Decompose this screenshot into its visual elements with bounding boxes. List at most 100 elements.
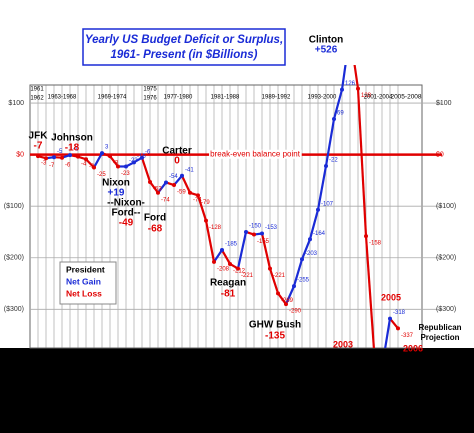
point — [332, 117, 336, 122]
line-segment — [196, 195, 208, 221]
y-tick-label: ($200) — [4, 255, 24, 262]
annotation: 2003 — [333, 339, 353, 349]
line-segment — [308, 209, 320, 240]
annotation: Nixon — [102, 178, 130, 189]
point — [292, 284, 296, 289]
value-label: -4 — [81, 161, 87, 167]
point — [300, 257, 304, 262]
annotation: Ford — [144, 213, 166, 224]
point — [204, 218, 208, 223]
annotation: 0 — [174, 156, 180, 167]
annotation: +19 — [108, 188, 125, 199]
line-segment — [364, 236, 375, 348]
point — [172, 183, 176, 188]
value-label: -212 — [233, 269, 246, 275]
value-label: -185 — [225, 242, 238, 248]
line-segment — [149, 181, 159, 194]
line-segment — [236, 231, 248, 269]
point — [116, 164, 120, 169]
point — [260, 231, 264, 236]
line-segment — [316, 165, 328, 210]
point — [36, 154, 40, 159]
line-segment — [221, 249, 231, 265]
line-segment — [93, 152, 103, 169]
point — [84, 157, 88, 162]
line-segment — [384, 318, 392, 348]
series-line: -3-7-5-6-1-4-9-253-3-23-23-15-6-53-74-54… — [36, 65, 414, 348]
point — [108, 154, 112, 159]
point — [196, 193, 200, 198]
point — [180, 173, 184, 178]
legend-entry: Net Loss — [66, 288, 102, 298]
value-label: -7 — [49, 163, 55, 169]
line-segment — [324, 118, 336, 167]
annotation: 1962 — [30, 96, 44, 102]
value-label: -221 — [241, 273, 254, 279]
chart-title: Yearly US Budget Deficit or Surplus, — [85, 34, 283, 46]
annotation: Clinton — [309, 35, 343, 46]
point — [276, 291, 280, 296]
plot-frame — [29, 84, 423, 349]
line-segment — [389, 317, 399, 330]
legend-entry: Net Gain — [66, 276, 101, 286]
point — [284, 302, 288, 307]
y2-tick-label: ($300) — [436, 306, 456, 313]
annotation: --Nixon- — [107, 198, 145, 209]
annotation: +526 — [315, 45, 338, 56]
break-even-bg — [209, 149, 302, 159]
value-label: -9 — [89, 164, 95, 170]
line-segment — [109, 155, 119, 168]
annotation: 2005-2008 — [390, 94, 421, 101]
annotation: Republican — [418, 323, 461, 332]
annotation: JFK — [29, 131, 49, 142]
point — [236, 266, 240, 271]
line-segment — [277, 292, 287, 305]
point — [76, 154, 80, 159]
value-label: -164 — [313, 231, 326, 237]
value-label: -6 — [65, 162, 71, 168]
line-segment — [181, 175, 191, 194]
line-segment — [340, 65, 347, 90]
point — [156, 190, 160, 195]
value-label: -41 — [185, 167, 194, 173]
point — [324, 163, 328, 168]
point — [188, 190, 192, 195]
point — [132, 160, 136, 165]
line-segment — [140, 157, 152, 183]
line-segment — [353, 65, 360, 89]
point — [52, 155, 56, 160]
point — [372, 347, 376, 348]
value-label: -255 — [297, 278, 310, 284]
value-label: -74 — [193, 197, 202, 203]
point — [364, 234, 368, 239]
annotation: -7 — [34, 141, 43, 152]
value-label: -3 — [113, 161, 119, 167]
point — [396, 326, 400, 331]
annotation: Johnson — [51, 133, 93, 144]
value-label: -54 — [169, 174, 178, 180]
annotation: 2001-2004 — [364, 95, 393, 101]
title-box — [82, 28, 286, 66]
annotation: 1969-1974 — [98, 95, 127, 101]
line-segment — [204, 220, 216, 263]
y-tick-label: ($100) — [4, 203, 24, 210]
value-label: -158 — [369, 241, 382, 247]
value-label: -79 — [201, 200, 210, 206]
annotation: 1993-2000 — [308, 95, 337, 101]
point — [68, 153, 72, 158]
black-band — [0, 348, 474, 433]
point — [220, 248, 224, 253]
legend-entry: President — [66, 264, 105, 274]
annotation: Reagan — [210, 278, 246, 289]
point — [100, 151, 104, 156]
annotation: -49 — [119, 218, 134, 229]
point — [308, 237, 312, 242]
value-label: 69 — [337, 111, 344, 117]
point — [244, 229, 248, 234]
chart-subtitle: 1961- Present (in $Billions) — [111, 49, 258, 61]
line-segment — [356, 88, 368, 237]
value-label: -53 — [153, 187, 162, 193]
annotation: 2006 — [403, 343, 423, 353]
value-label: -150 — [249, 224, 262, 230]
